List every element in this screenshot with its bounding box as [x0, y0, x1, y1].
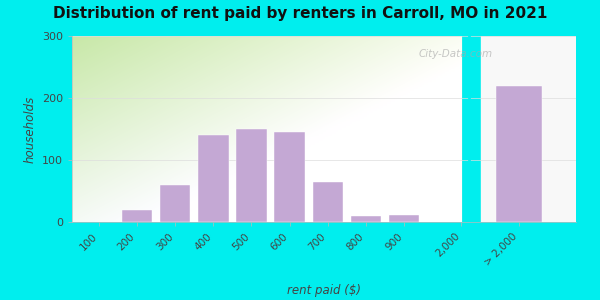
Bar	[351, 216, 381, 222]
Bar	[198, 135, 229, 222]
Bar	[122, 210, 152, 222]
Bar	[481, 36, 576, 222]
Bar	[389, 214, 419, 222]
Bar	[496, 85, 542, 222]
Bar	[160, 185, 190, 222]
Y-axis label: households: households	[23, 95, 36, 163]
Bar	[274, 132, 305, 222]
Bar	[313, 182, 343, 222]
Text: City-Data.com: City-Data.com	[419, 49, 493, 59]
Text: rent paid ($): rent paid ($)	[287, 284, 361, 297]
Bar	[72, 36, 461, 222]
Text: Distribution of rent paid by renters in Carroll, MO in 2021: Distribution of rent paid by renters in …	[53, 6, 547, 21]
Bar	[236, 129, 267, 222]
